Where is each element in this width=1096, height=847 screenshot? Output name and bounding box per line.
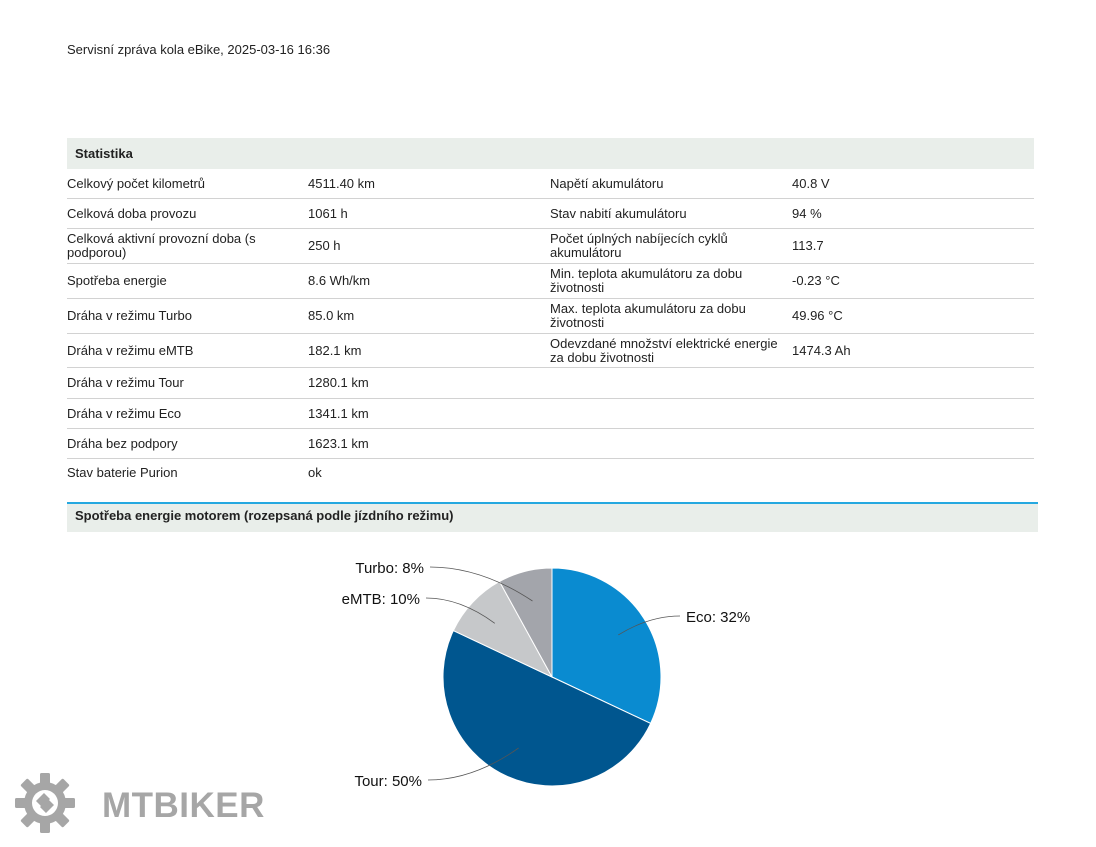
- table-row: Celková aktivní provozní doba (s podporo…: [67, 229, 1034, 264]
- table-row: Dráha bez podpory 1623.1 km: [67, 429, 1034, 459]
- row-value: 4511.40 km: [308, 175, 375, 191]
- pie-slice-label: Turbo: 8%: [355, 560, 424, 577]
- row-value: 182.1 km: [308, 342, 362, 358]
- pie-leader-line: [427, 747, 519, 781]
- table-row: Dráha v režimu Turbo 85.0 km Max. teplot…: [67, 299, 1034, 334]
- row-label: Spotřeba energie: [67, 273, 167, 288]
- row-label-2: Napětí akumulátoru: [550, 175, 664, 191]
- table-row: Dráha v režimu Tour 1280.1 km: [67, 368, 1034, 399]
- pie-slice: [442, 629, 652, 787]
- row-label-2: Min. teplota akumulátoru za dobu životno…: [550, 266, 743, 295]
- section-divider: [67, 502, 1038, 504]
- row-label-2: Stav nabití akumulátoru: [550, 205, 687, 221]
- row-label: Dráha v režimu Turbo: [67, 308, 192, 323]
- pie-leader-line: [429, 566, 533, 602]
- mtbiker-logo: MTBIKER: [14, 772, 274, 836]
- pie-slice-label: eMTB: 10%: [342, 591, 420, 608]
- table-row: Dráha v režimu eMTB 182.1 km Odevzdané m…: [67, 334, 1034, 368]
- row-label-2: Max. teplota akumulátoru za dobu životno…: [550, 301, 746, 330]
- row-value-2: 40.8 V: [792, 175, 830, 191]
- energy-section-header: Spotřeba energie motorem (rozepsaná podl…: [67, 504, 1038, 532]
- row-label: Celková doba provozu: [67, 205, 197, 221]
- pie-slice: [551, 567, 662, 725]
- pie-leader-line: [618, 615, 681, 636]
- table-row: Celková doba provozu 1061 h Stav nabití …: [67, 199, 1034, 229]
- table-row: Spotřeba energie 8.6 Wh/km Min. teplota …: [67, 264, 1034, 299]
- row-value: 8.6 Wh/km: [308, 273, 371, 288]
- row-label: Dráha v režimu Tour: [67, 375, 184, 390]
- row-value-2: 113.7: [792, 238, 824, 253]
- statistics-header: Statistika: [67, 138, 1034, 169]
- row-value: 85.0 km: [308, 308, 355, 323]
- row-value-2: 94 %: [792, 205, 822, 221]
- row-label: Dráha v režimu eMTB: [67, 342, 194, 358]
- pie-slice-label: Eco: 32%: [686, 609, 750, 626]
- row-label-2: Odevzdané množství elektrické energie za…: [550, 335, 778, 365]
- row-value-2: -0.23 °C: [792, 273, 840, 288]
- row-value-2: 49.96 °C: [792, 308, 843, 323]
- pie-leader-line: [425, 597, 496, 624]
- table-row: Dráha v režimu Eco 1341.1 km: [67, 399, 1034, 429]
- watermark-text: MTBIKER: [102, 786, 265, 825]
- row-value: 250 h: [308, 238, 341, 253]
- row-label: Dráha v režimu Eco: [67, 405, 182, 421]
- row-value: 1623.1 km: [308, 435, 369, 451]
- row-label-2: Počet úplných nabíjecích cyklů akumuláto…: [550, 231, 728, 260]
- row-value: 1341.1 km: [308, 405, 369, 421]
- row-label: Celková aktivní provozní doba (s podporo…: [67, 231, 256, 260]
- row-label: Dráha bez podpory: [67, 435, 178, 451]
- row-label: Celkový počet kilometrů: [67, 175, 205, 191]
- row-value: 1061 h: [308, 205, 348, 221]
- row-value: 1280.1 km: [308, 375, 369, 390]
- pie-slice-label: Tour: 50%: [354, 773, 422, 790]
- statistics-table: Celkový počet kilometrů 4511.40 km Napět…: [67, 169, 1034, 487]
- gear-logo-icon: [15, 773, 75, 833]
- table-row: Celkový počet kilometrů 4511.40 km Napět…: [67, 169, 1034, 199]
- table-row: Stav baterie Purion ok: [67, 459, 1034, 487]
- row-label: Stav baterie Purion: [67, 465, 178, 480]
- row-value-2: 1474.3 Ah: [792, 342, 851, 358]
- row-value: ok: [308, 465, 322, 480]
- report-title: Servisní zpráva kola eBike, 2025-03-16 1…: [67, 42, 331, 57]
- pie-slice: [498, 567, 553, 678]
